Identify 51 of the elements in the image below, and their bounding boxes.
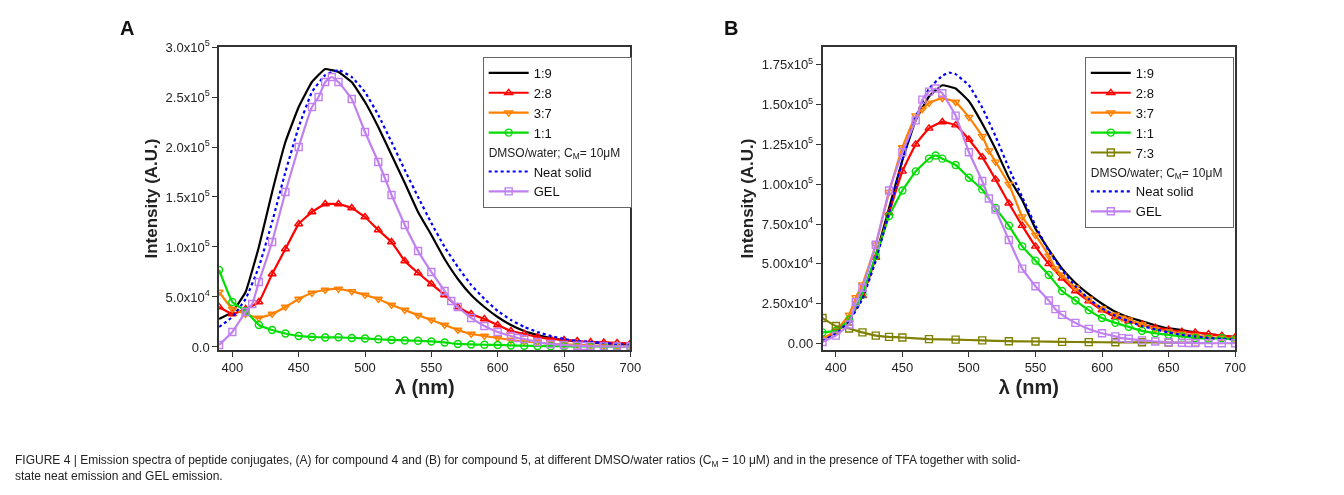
- legend-label: 3:7: [533, 105, 552, 121]
- x-tick-label: 600: [1091, 360, 1113, 376]
- x-tick-label: 550: [1024, 360, 1047, 376]
- y-tick-label: 3.0x10$^{5}$: [165, 38, 210, 55]
- annotation: DMSO/water; C$_{M}$= 10μM: [488, 145, 621, 162]
- x-tick-label: 500: [958, 360, 980, 376]
- y-tick-label: 2.50x10$^{4}$: [761, 294, 814, 312]
- x-axis-title: λ (nm): [998, 376, 1059, 399]
- x-tick-label: 650: [1157, 360, 1180, 376]
- legend-label: 1:9: [1135, 65, 1154, 81]
- x-tick-label: 700: [1224, 360, 1246, 376]
- y-tick-label: 5.0x10$^{4}$: [165, 288, 210, 305]
- legend-label: 7:3: [1135, 145, 1154, 161]
- legend-label: 1:9: [533, 65, 552, 81]
- legend-label: 2:8: [533, 85, 552, 101]
- x-tick-label: 550: [420, 360, 443, 376]
- y-tick-label: 1.00x10$^{5}$: [761, 175, 814, 192]
- legend-label: GEL: [533, 184, 560, 200]
- legend-label: GEL: [1135, 204, 1162, 220]
- x-tick-label: 600: [486, 360, 509, 376]
- text: B: [724, 17, 739, 39]
- legend-label: Neat solid: [533, 164, 592, 180]
- y-axis-title: Intensity (A.U.): [141, 138, 161, 259]
- y-tick-label: 1.75x10$^{5}$: [761, 55, 814, 73]
- y-tick-label: 1.50x10$^{5}$: [761, 95, 814, 112]
- text: FIGURE 4 | Emission spectra of peptide conjugates, (A) for compound 4 and (B) for compound 5, at different DMSO/water ratios (C$_{M}$ = 10 μM) and in the presence of TFA together with solid-state neat emission and GEL emission.: [15, 453, 1021, 483]
- annotation: DMSO/water; C$_{M}$= 10μM: [1090, 165, 1223, 182]
- legend-label: 1:1: [1135, 125, 1154, 141]
- x-tick-label: 400: [824, 360, 847, 376]
- y-axis-title: Intensity (A.U.): [737, 138, 757, 259]
- x-tick-label: 450: [287, 360, 310, 376]
- x-tick-label: 450: [891, 360, 914, 376]
- y-tick-label: 2.0x10$^{5}$: [165, 138, 210, 155]
- legend-label: 2:8: [1135, 85, 1154, 101]
- y-tick-label: 2.5x10$^{5}$: [165, 88, 210, 105]
- x-tick-label: 700: [619, 360, 642, 376]
- x-tick-label: 500: [354, 360, 376, 376]
- y-tick-label: 5.00x10$^{4}$: [761, 254, 814, 272]
- y-tick-label: 1.0x10$^{5}$: [165, 238, 210, 255]
- y-tick-label: 1.5x10$^{5}$: [165, 188, 210, 205]
- text: A: [120, 17, 135, 39]
- x-axis-title: λ (nm): [394, 376, 455, 399]
- legend-label: 1:1: [533, 125, 552, 141]
- x-tick-label: 400: [221, 360, 244, 376]
- x-tick-label: 650: [553, 360, 575, 376]
- y-tick-label: 0.0: [191, 339, 210, 355]
- legend-label: 3:7: [1135, 105, 1154, 121]
- y-tick-label: 1.25x10$^{5}$: [761, 135, 814, 152]
- y-tick-label: 7.50x10$^{4}$: [761, 215, 814, 232]
- y-tick-label: 0.00: [787, 336, 814, 352]
- legend-label: Neat solid: [1135, 184, 1194, 200]
